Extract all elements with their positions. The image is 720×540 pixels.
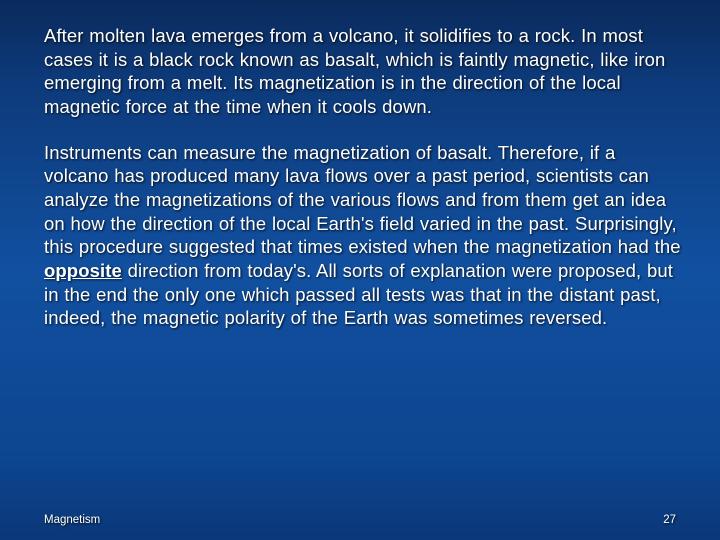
footer-page-number: 27	[663, 514, 676, 526]
para2-lead: Instruments can measure the magnetizatio…	[44, 142, 681, 258]
paragraph-2: Instruments can measure the magnetizatio…	[44, 141, 684, 330]
footer-topic: Magnetism	[44, 514, 100, 526]
para2-tail: direction from today's. All sorts of exp…	[44, 260, 673, 328]
slide: After molten lava emerges from a volcano…	[0, 0, 720, 540]
opposite-word: opposite	[44, 260, 122, 281]
paragraph-1: After molten lava emerges from a volcano…	[44, 24, 684, 119]
slide-footer: Magnetism 27	[44, 514, 676, 526]
